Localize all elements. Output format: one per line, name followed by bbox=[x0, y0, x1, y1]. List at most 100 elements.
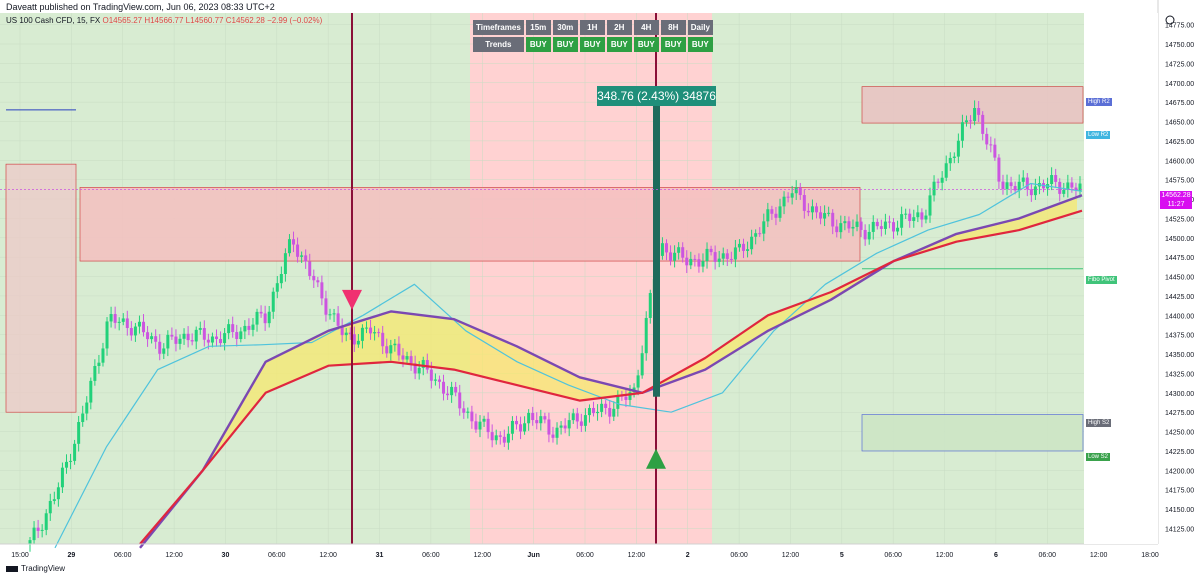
candle-body bbox=[920, 212, 924, 220]
x-tick-label: 12:00 bbox=[1090, 552, 1108, 559]
candle-body bbox=[364, 327, 368, 329]
ma-line bbox=[139, 194, 1083, 549]
x-tick-label: 06:00 bbox=[422, 552, 440, 559]
candle-body bbox=[344, 332, 348, 336]
measure-bar bbox=[653, 98, 660, 397]
publish-header: Daveatt published on TradingView.com, Ju… bbox=[6, 2, 275, 12]
candle-body bbox=[527, 412, 531, 424]
y-tick-label: 14225.00 bbox=[1165, 449, 1194, 456]
candle-body bbox=[531, 412, 535, 421]
x-tick-label: Jun bbox=[527, 552, 539, 559]
x-tick-label: 30 bbox=[222, 552, 230, 559]
timeframe-cell: 1H bbox=[579, 20, 605, 35]
y-tick-label: 14375.00 bbox=[1165, 333, 1194, 340]
candle-body bbox=[563, 425, 567, 429]
candle-body bbox=[247, 325, 251, 330]
candle-body bbox=[146, 332, 150, 340]
buy-signal-icon bbox=[646, 448, 666, 469]
x-tick-label: 12:00 bbox=[782, 552, 800, 559]
candle-body bbox=[450, 386, 454, 396]
candle-body bbox=[137, 321, 141, 327]
candle-body bbox=[932, 181, 936, 196]
candle-body bbox=[129, 328, 133, 336]
y-tick-label: 14600.00 bbox=[1165, 158, 1194, 165]
candle-body bbox=[936, 181, 940, 183]
candle-body bbox=[1029, 189, 1033, 196]
candle-body bbox=[429, 369, 433, 381]
candle-body bbox=[750, 236, 754, 250]
candle-body bbox=[993, 144, 997, 158]
candle-body bbox=[733, 247, 737, 260]
x-tick-label: 06:00 bbox=[576, 552, 594, 559]
candle-body bbox=[806, 210, 810, 213]
candle-body bbox=[798, 187, 802, 196]
candle-body bbox=[709, 248, 713, 253]
candle-body bbox=[1017, 181, 1021, 191]
candle-body bbox=[867, 231, 871, 240]
candle-body bbox=[904, 213, 908, 215]
candle-body bbox=[782, 196, 786, 207]
candle-body bbox=[210, 336, 214, 343]
symbol-legend: US 100 Cash CFD, 15, FX O14565.27 H14566… bbox=[6, 16, 322, 25]
candle-body bbox=[182, 333, 186, 339]
moving-averages bbox=[54, 182, 1083, 549]
x-tick-label: 6 bbox=[994, 552, 998, 559]
candle-body bbox=[523, 423, 527, 432]
candle-body bbox=[774, 213, 778, 218]
symbol-name: US 100 Cash CFD, 15, FX bbox=[6, 16, 101, 25]
candle-body bbox=[93, 366, 97, 381]
candle-body bbox=[401, 355, 405, 360]
candle-body bbox=[1033, 186, 1037, 196]
timeframe-cell: 2H bbox=[606, 20, 632, 35]
candle-body bbox=[162, 348, 166, 354]
candle-body bbox=[725, 253, 729, 259]
candle-body bbox=[292, 239, 296, 245]
footer-brand: TradingView bbox=[6, 564, 65, 573]
timeframe-cell: 4H bbox=[633, 20, 659, 35]
candle-body bbox=[133, 326, 137, 336]
candle-body bbox=[737, 243, 741, 248]
candle-body bbox=[1021, 177, 1025, 182]
trend-cell: BUY bbox=[606, 37, 632, 52]
candle-body bbox=[442, 381, 446, 394]
timeframes-label: Timeframes bbox=[473, 20, 524, 35]
candle-body bbox=[32, 527, 36, 541]
x-tick-label: 06:00 bbox=[268, 552, 286, 559]
candle-body bbox=[940, 177, 944, 183]
trend-table: Timeframes 15m 30m 1H 2H 4H 8H Daily Tre… bbox=[471, 18, 715, 54]
candle-body bbox=[1062, 189, 1066, 194]
x-tick-label: 12:00 bbox=[165, 552, 183, 559]
candle-body bbox=[729, 258, 733, 260]
x-tick-label: 12:00 bbox=[474, 552, 492, 559]
candle-body bbox=[332, 313, 336, 315]
candle-body bbox=[1074, 187, 1078, 191]
candle-body bbox=[1078, 183, 1082, 191]
candle-body bbox=[539, 416, 543, 424]
candle-body bbox=[810, 206, 814, 213]
candle-body bbox=[969, 120, 973, 122]
candle-body bbox=[839, 223, 843, 233]
gear-icon bbox=[1165, 15, 1175, 25]
candle-body bbox=[446, 393, 450, 396]
candle-body bbox=[296, 244, 300, 257]
candle-body bbox=[202, 328, 206, 340]
candle-body bbox=[304, 255, 308, 262]
y-tick-label: 14200.00 bbox=[1165, 468, 1194, 475]
y-tick-label: 14700.00 bbox=[1165, 81, 1194, 88]
candle-body bbox=[97, 362, 101, 367]
y-tick-label: 14625.00 bbox=[1165, 139, 1194, 146]
y-tick-label: 14675.00 bbox=[1165, 100, 1194, 107]
candle-body bbox=[64, 461, 68, 468]
candle-body bbox=[255, 311, 259, 325]
candle-body bbox=[425, 360, 429, 370]
candle-body bbox=[417, 367, 421, 374]
candle-body bbox=[863, 229, 867, 240]
candle-body bbox=[60, 467, 64, 488]
candle-body bbox=[944, 163, 948, 178]
x-tick-label: 12:00 bbox=[936, 552, 954, 559]
candle-body bbox=[251, 324, 255, 330]
candle-body bbox=[231, 324, 235, 333]
candle-body bbox=[186, 333, 190, 341]
timeframe-cell: 8H bbox=[660, 20, 686, 35]
candle-body bbox=[360, 327, 364, 341]
